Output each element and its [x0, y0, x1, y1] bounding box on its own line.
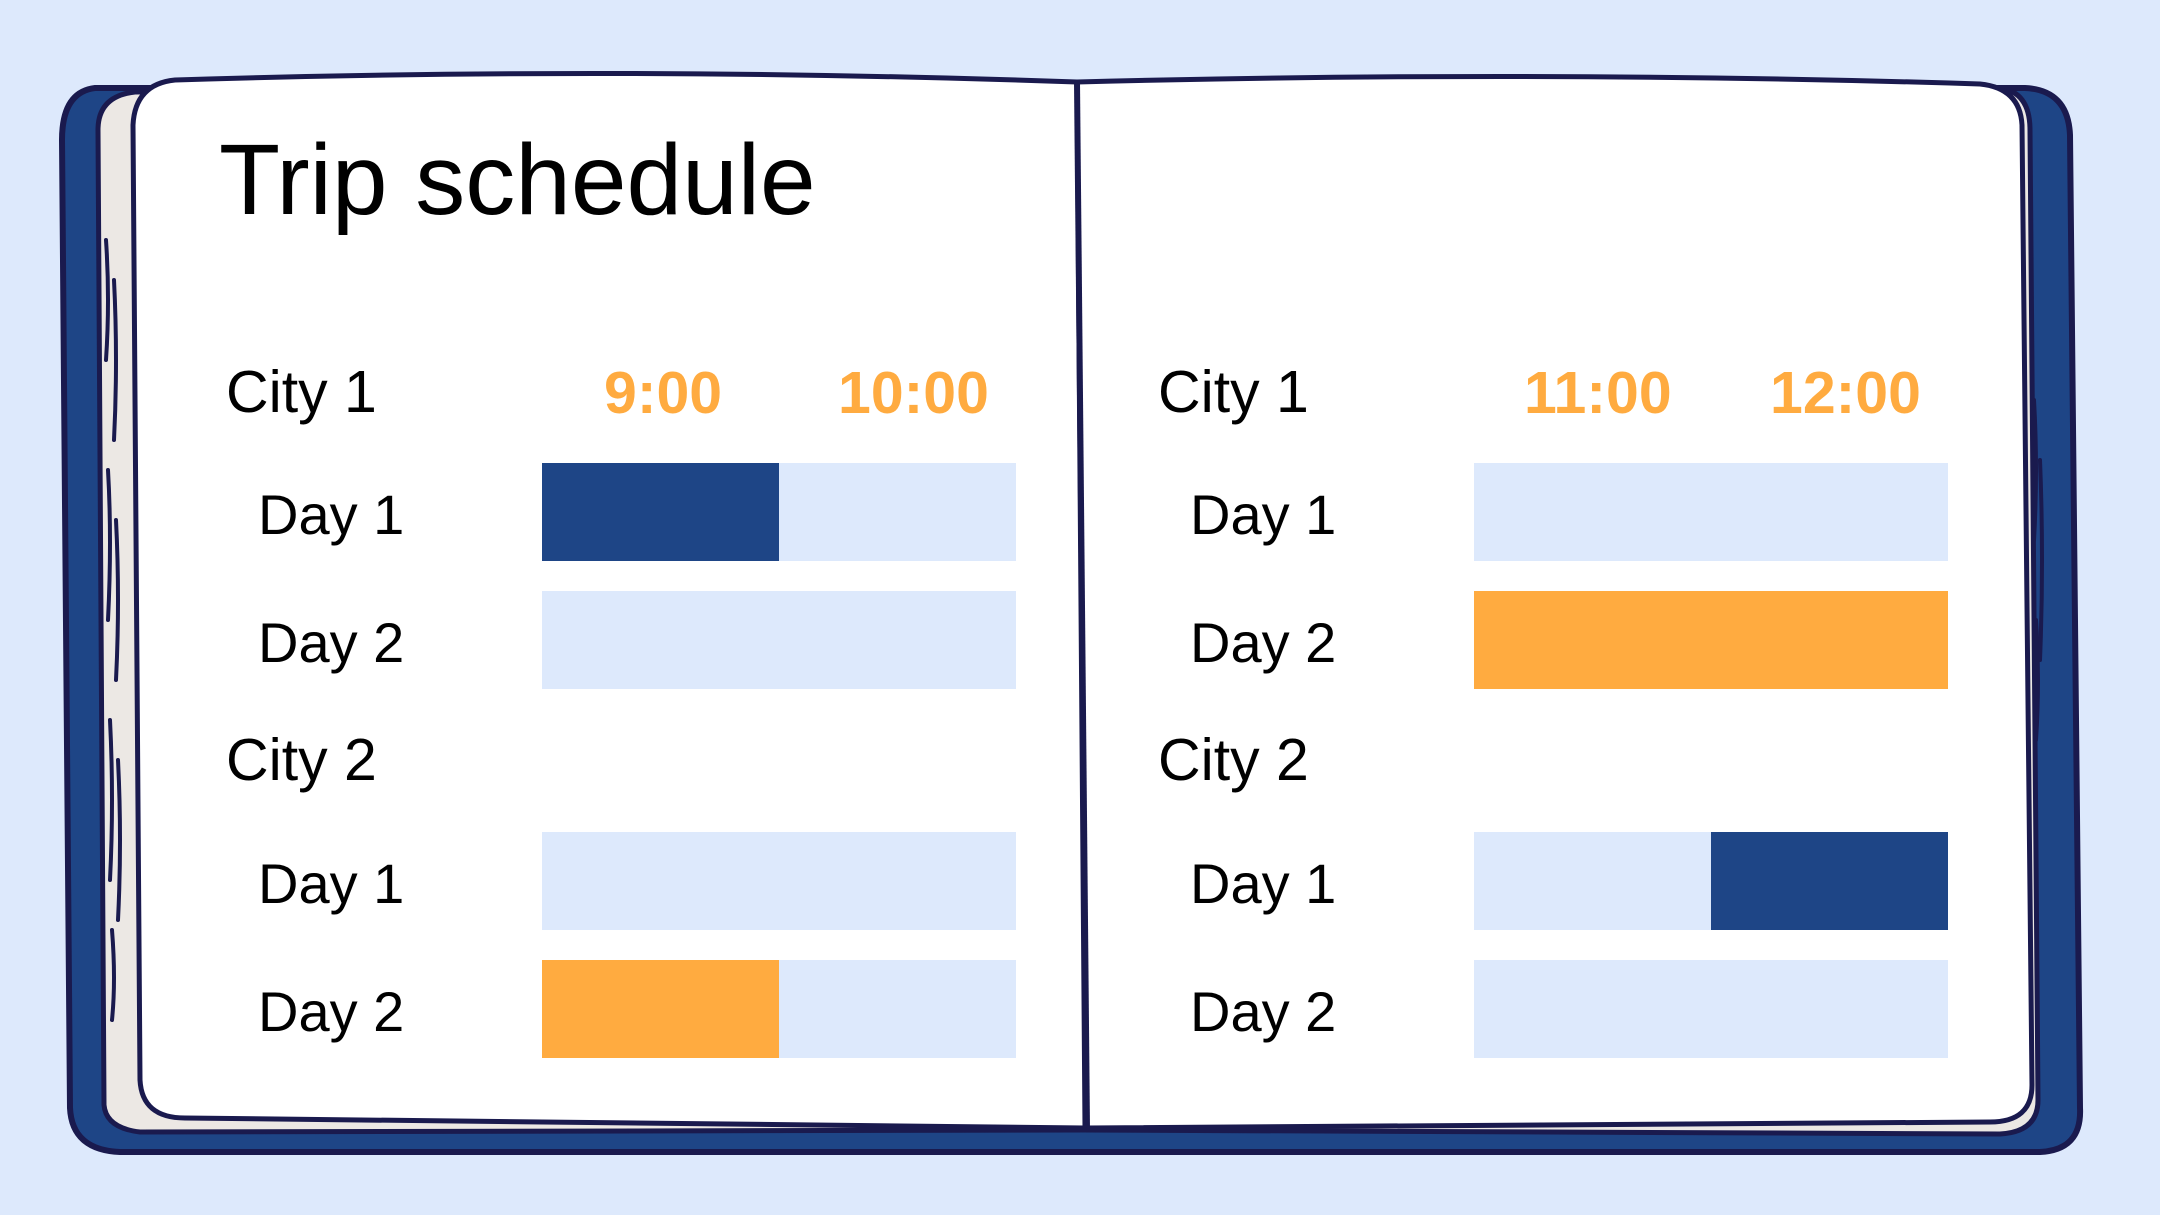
schedule-block: [1474, 591, 1948, 689]
schedule-track: [1474, 832, 1948, 930]
day-label: Day 1: [1190, 852, 1337, 915]
day-label: Day 1: [258, 483, 405, 546]
city-label: City 2: [1158, 727, 1309, 793]
notebook-spine: [1074, 81, 1090, 1131]
day-label: Day 1: [258, 852, 405, 915]
schedule-track: [542, 463, 1016, 561]
city-label: City 2: [226, 727, 377, 793]
schedule-track: [1474, 960, 1948, 1058]
schedule-track: [542, 832, 1016, 930]
schedule-block: [1711, 832, 1948, 930]
day-label: Day 2: [1190, 980, 1337, 1043]
right-edge-marks: [2032, 398, 2044, 742]
schedule-track: [1474, 463, 1948, 561]
time-label: 9:00: [604, 360, 723, 426]
day-label: Day 1: [1190, 483, 1337, 546]
schedule-block: [542, 960, 779, 1058]
schedule-track: [542, 960, 1016, 1058]
day-label: Day 2: [258, 980, 405, 1043]
day-label: Day 2: [1190, 611, 1337, 674]
time-label: 11:00: [1524, 360, 1672, 426]
schedule-track: [1474, 591, 1948, 689]
page-title: Trip schedule: [219, 124, 816, 236]
city-label: City 1: [226, 359, 377, 425]
time-label: 10:00: [838, 360, 989, 426]
day-label: Day 2: [258, 611, 405, 674]
city-label: City 1: [1158, 359, 1309, 425]
schedule-track: [542, 591, 1016, 689]
left-edge-marks: [104, 238, 122, 1022]
time-label: 12:00: [1770, 360, 1921, 426]
schedule-block: [542, 463, 779, 561]
